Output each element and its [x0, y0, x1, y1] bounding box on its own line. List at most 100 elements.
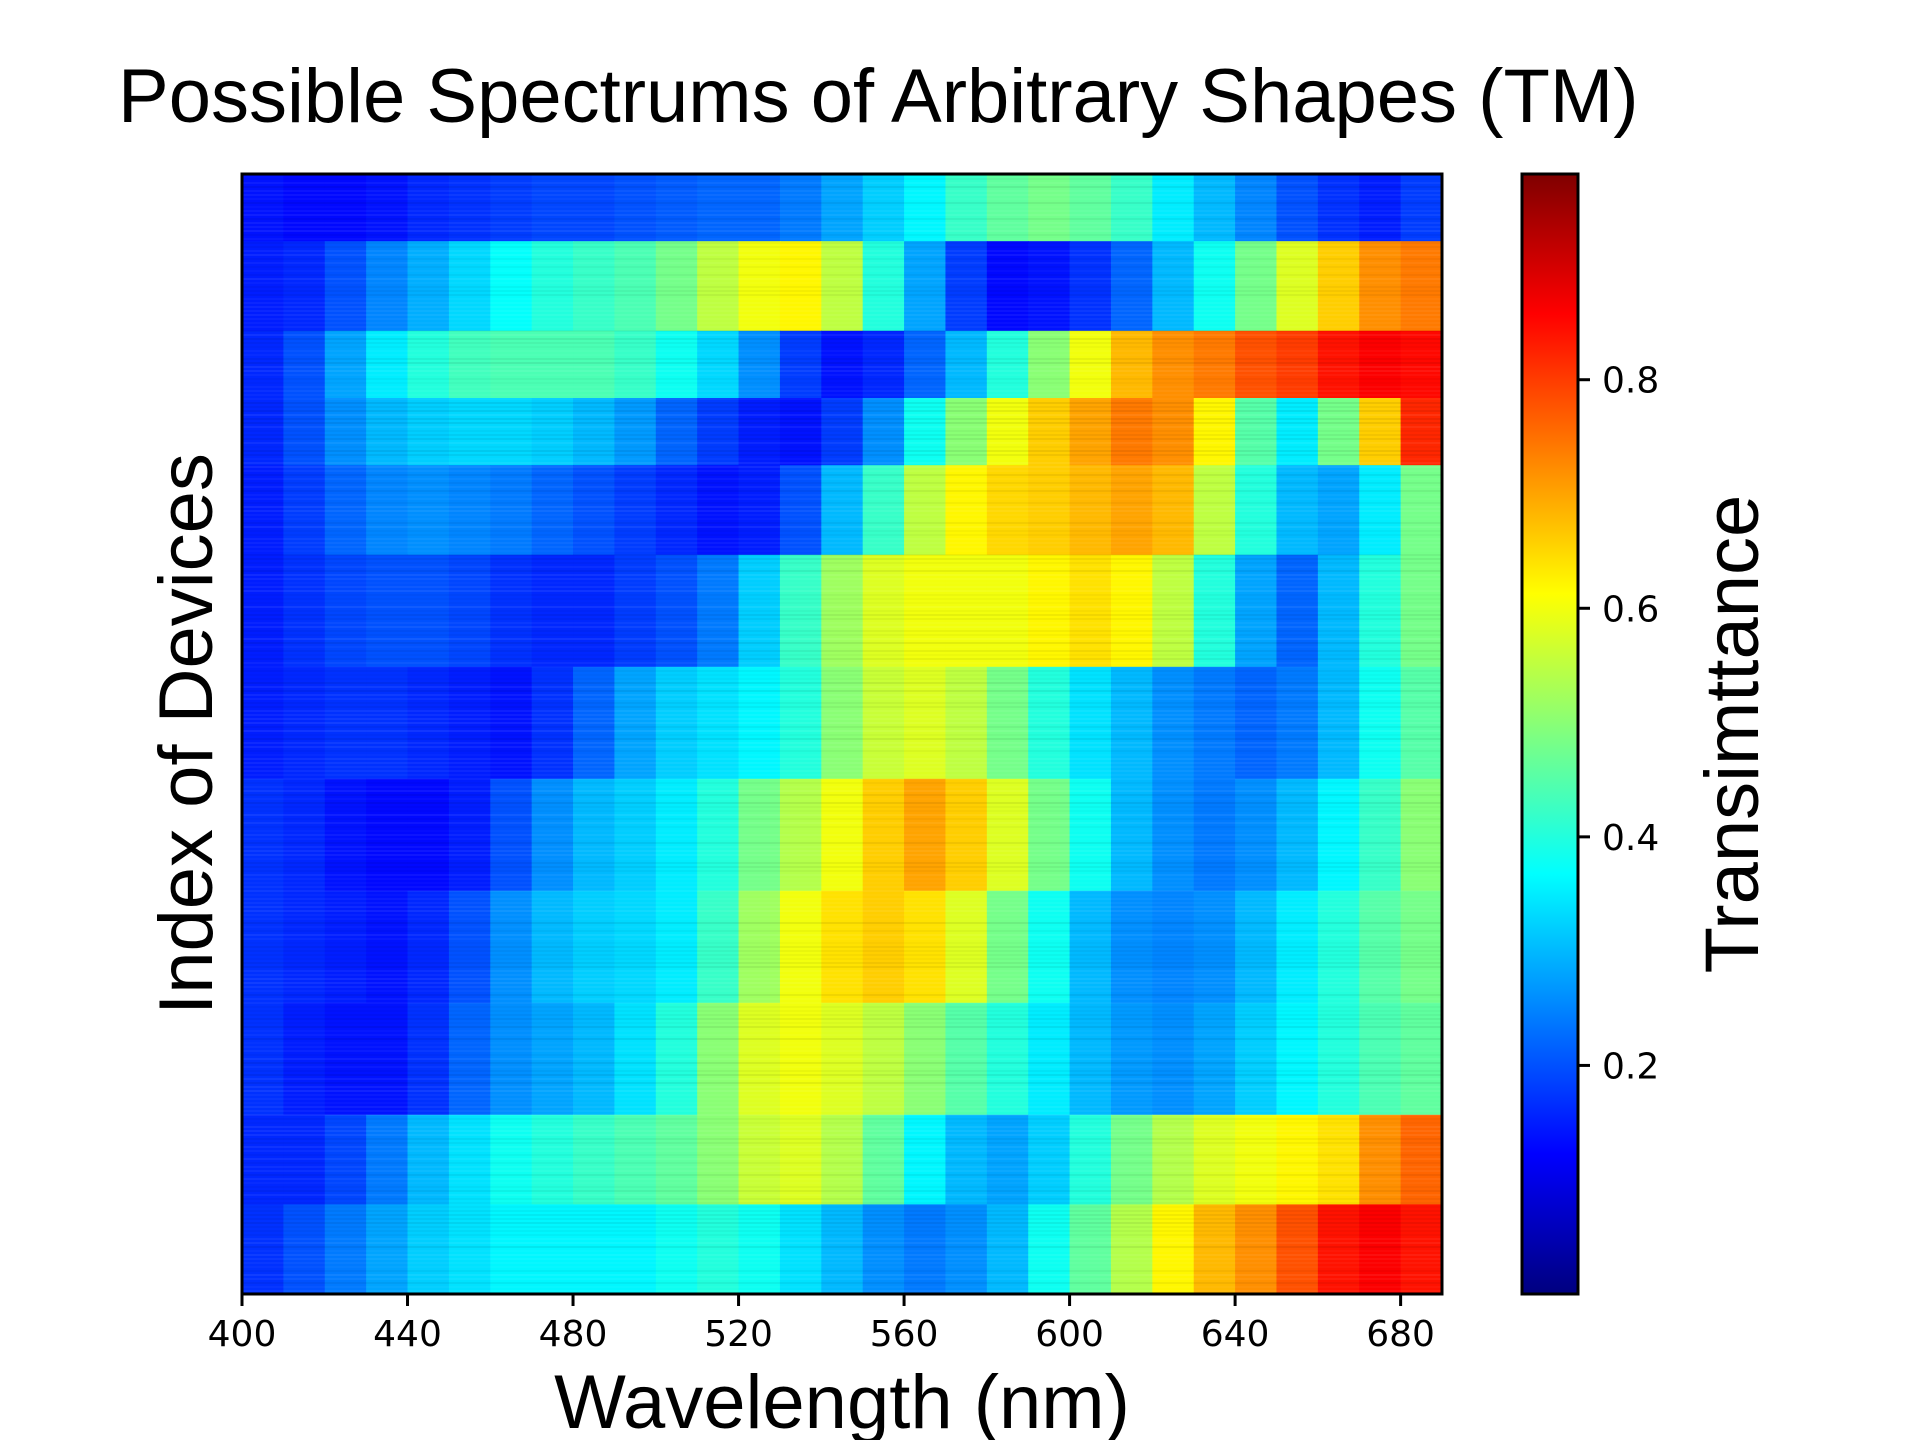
- heatmap-cell: [821, 398, 864, 466]
- heatmap-cell: [242, 398, 284, 466]
- texture-line: [242, 862, 1442, 864]
- heatmap-cell: [242, 1114, 284, 1205]
- texture-line: [242, 898, 1442, 900]
- heatmap-cell: [738, 666, 781, 780]
- heatmap-cell: [1028, 778, 1071, 892]
- texture-line: [242, 394, 1442, 396]
- heatmap-cell: [779, 174, 822, 242]
- heatmap-cell: [1069, 1114, 1112, 1205]
- heatmap-cell: [1235, 1204, 1278, 1295]
- texture-line: [242, 562, 1442, 564]
- texture-line: [242, 726, 1442, 728]
- texture-line: [242, 886, 1442, 888]
- heatmap-cell: [986, 330, 1029, 399]
- heatmap-cell: [490, 241, 533, 332]
- heatmap-cell: [1028, 241, 1071, 332]
- heatmap-cell: [1152, 1114, 1195, 1205]
- heatmap-cell: [1028, 174, 1071, 242]
- texture-line: [242, 474, 1442, 476]
- heatmap-cell: [697, 398, 740, 466]
- texture-line: [242, 222, 1442, 224]
- heatmap-cell: [1110, 554, 1153, 668]
- heatmap-cell: [366, 554, 409, 668]
- texture-line: [242, 318, 1442, 320]
- heatmap-cell: [1152, 465, 1195, 556]
- texture-line: [242, 646, 1442, 648]
- heatmap-cell: [1028, 1114, 1071, 1205]
- texture-line: [242, 254, 1442, 256]
- texture-line: [242, 1018, 1442, 1020]
- heatmap-cell: [945, 1114, 988, 1205]
- heatmap-cell: [738, 174, 781, 242]
- heatmap-cell: [1193, 398, 1236, 466]
- texture-line: [242, 1278, 1442, 1280]
- heatmap-cell: [1152, 241, 1195, 332]
- heatmap-cell: [1276, 330, 1319, 399]
- texture-line: [242, 742, 1442, 744]
- heatmap-cell: [490, 778, 533, 892]
- x-tick-label: 600: [1035, 1314, 1104, 1355]
- heatmap-cell: [531, 174, 574, 242]
- texture-line: [242, 970, 1442, 972]
- texture-line: [242, 418, 1442, 420]
- heatmap-cell: [904, 554, 947, 668]
- texture-line: [242, 542, 1442, 544]
- heatmap-cell: [1359, 890, 1402, 1004]
- texture-line: [242, 466, 1442, 468]
- texture-line: [242, 462, 1442, 464]
- texture-line: [242, 574, 1442, 576]
- texture-line: [242, 1258, 1442, 1260]
- texture-line: [242, 1046, 1442, 1048]
- texture-line: [242, 494, 1442, 496]
- heatmap-cell: [531, 1204, 574, 1295]
- heatmap-cell: [242, 778, 284, 892]
- texture-line: [242, 822, 1442, 824]
- x-tick-label: 520: [704, 1314, 773, 1355]
- texture-line: [242, 554, 1442, 556]
- texture-line: [242, 954, 1442, 956]
- texture-line: [242, 666, 1442, 668]
- texture-line: [242, 422, 1442, 424]
- heatmap-cell: [986, 241, 1029, 332]
- heatmap-cell: [655, 1002, 698, 1116]
- texture-line: [242, 570, 1442, 572]
- texture-line: [242, 894, 1442, 896]
- texture-line: [242, 1282, 1442, 1284]
- heatmap-cell: [1276, 666, 1319, 780]
- heatmap-cell: [862, 666, 905, 780]
- texture-line: [242, 838, 1442, 840]
- heatmap-cell: [738, 890, 781, 1004]
- heatmap-cell: [1110, 1114, 1153, 1205]
- heatmap-cell: [986, 174, 1029, 242]
- heatmap-cell: [1193, 174, 1236, 242]
- texture-line: [242, 1106, 1442, 1108]
- heatmap-cell: [407, 1002, 450, 1116]
- texture-line: [242, 518, 1442, 520]
- colorbar-label: Transimttance: [1690, 495, 1775, 974]
- heatmap-cell: [614, 174, 657, 242]
- texture-line: [242, 906, 1442, 908]
- texture-line: [242, 334, 1442, 336]
- texture-line: [242, 214, 1442, 216]
- heatmap-cell: [490, 465, 533, 556]
- texture-line: [242, 178, 1442, 180]
- heatmap-cell: [779, 241, 822, 332]
- heatmap-cell: [1400, 465, 1443, 556]
- texture-line: [242, 974, 1442, 976]
- heatmap-cell: [242, 465, 284, 556]
- heatmap-cell: [986, 1002, 1029, 1116]
- heatmap-cell: [1110, 1002, 1153, 1116]
- heatmap-cell: [407, 398, 450, 466]
- texture-line: [242, 1234, 1442, 1236]
- colorbar-tick-label: 0.2: [1602, 1046, 1659, 1087]
- heatmap-cell: [490, 1114, 533, 1205]
- heatmap-cell: [1193, 465, 1236, 556]
- heatmap-cell: [1110, 330, 1153, 399]
- heatmap-cell: [283, 174, 326, 242]
- texture-line: [242, 1070, 1442, 1072]
- texture-line: [242, 238, 1442, 240]
- heatmap-cell: [1069, 778, 1112, 892]
- texture-line: [242, 586, 1442, 588]
- heatmap-cell: [862, 241, 905, 332]
- heatmap-cell: [614, 1204, 657, 1295]
